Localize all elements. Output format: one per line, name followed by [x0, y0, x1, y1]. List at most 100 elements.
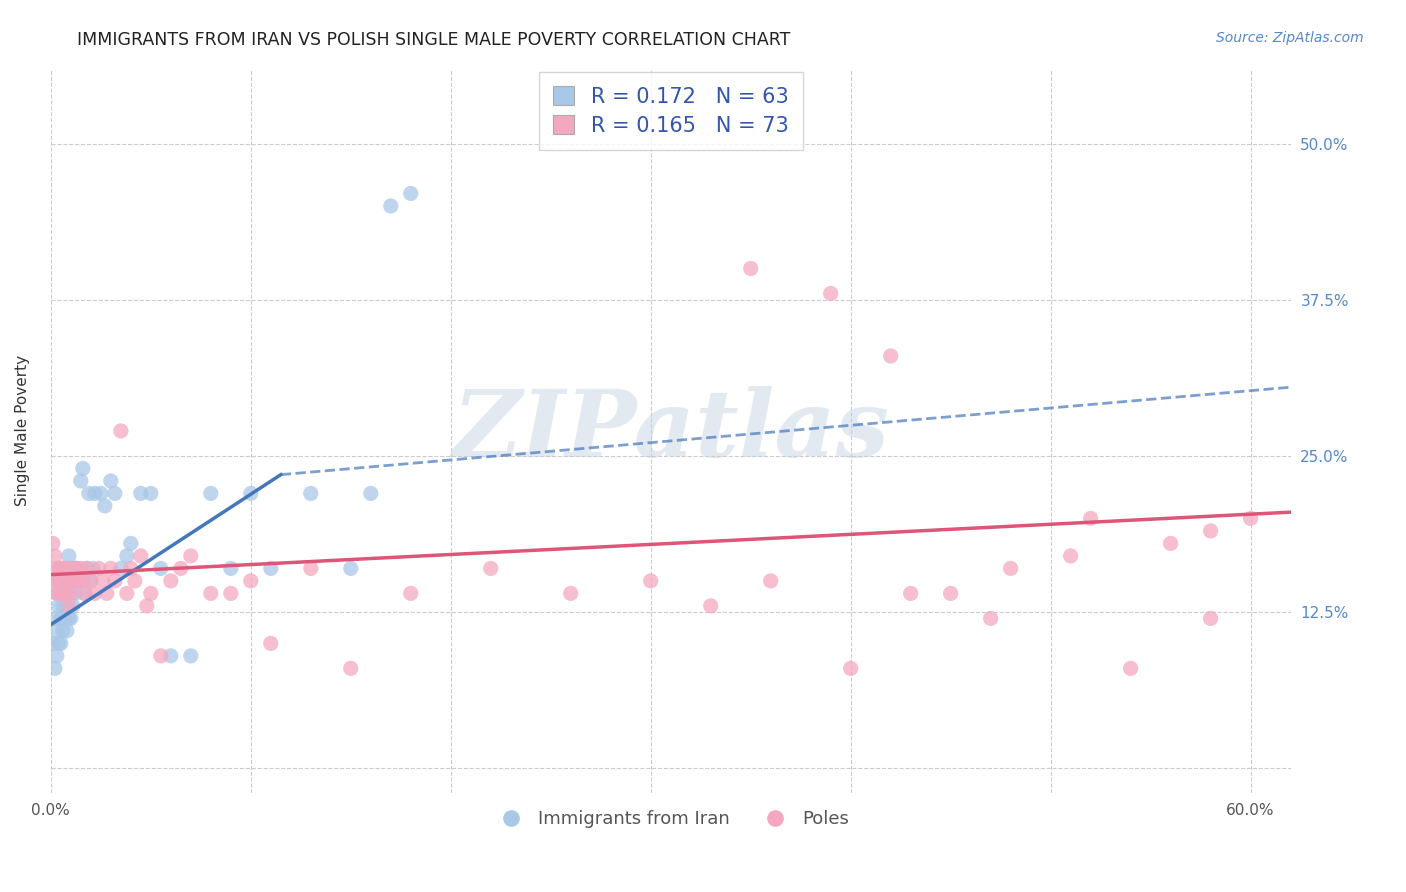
- Point: [839, 661, 862, 675]
- Point: [45, 586, 67, 600]
- Point: [299, 486, 322, 500]
- Point: [76, 561, 98, 575]
- Point: [180, 549, 202, 563]
- Point: [1239, 511, 1261, 525]
- Point: [44, 574, 66, 588]
- Point: [67, 574, 90, 588]
- Point: [139, 486, 162, 500]
- Text: Source: ZipAtlas.com: Source: ZipAtlas.com: [1216, 31, 1364, 45]
- Point: [139, 586, 162, 600]
- Point: [640, 574, 662, 588]
- Point: [83, 486, 105, 500]
- Point: [260, 636, 283, 650]
- Point: [62, 574, 84, 588]
- Point: [87, 561, 110, 575]
- Point: [56, 586, 79, 600]
- Point: [48, 561, 70, 575]
- Point: [58, 599, 80, 613]
- Point: [149, 561, 172, 575]
- Point: [53, 586, 76, 600]
- Point: [72, 461, 94, 475]
- Point: [45, 561, 67, 575]
- Point: [77, 486, 100, 500]
- Point: [399, 186, 422, 201]
- Point: [80, 574, 103, 588]
- Point: [52, 624, 75, 638]
- Point: [44, 549, 66, 563]
- Point: [124, 574, 146, 588]
- Point: [980, 611, 1002, 625]
- Point: [479, 561, 502, 575]
- Point: [48, 574, 70, 588]
- Point: [56, 624, 79, 638]
- Point: [73, 586, 96, 600]
- Point: [45, 586, 67, 600]
- Point: [170, 561, 193, 575]
- Point: [380, 199, 402, 213]
- Point: [49, 636, 72, 650]
- Point: [44, 661, 66, 675]
- Point: [49, 574, 72, 588]
- Point: [59, 586, 82, 600]
- Text: IMMIGRANTS FROM IRAN VS POLISH SINGLE MALE POVERTY CORRELATION CHART: IMMIGRANTS FROM IRAN VS POLISH SINGLE MA…: [77, 31, 790, 49]
- Point: [100, 561, 122, 575]
- Point: [83, 586, 105, 600]
- Point: [129, 486, 152, 500]
- Point: [159, 574, 181, 588]
- Point: [104, 574, 127, 588]
- Point: [49, 611, 72, 625]
- Point: [49, 586, 72, 600]
- Point: [72, 574, 94, 588]
- Point: [63, 574, 86, 588]
- Point: [1059, 549, 1081, 563]
- Point: [159, 648, 181, 663]
- Point: [58, 611, 80, 625]
- Point: [1160, 536, 1182, 550]
- Point: [759, 574, 782, 588]
- Point: [53, 586, 76, 600]
- Point: [219, 561, 242, 575]
- Point: [200, 486, 222, 500]
- Point: [48, 636, 70, 650]
- Point: [67, 574, 90, 588]
- Point: [56, 561, 79, 575]
- Point: [104, 486, 127, 500]
- Point: [49, 561, 72, 575]
- Point: [200, 586, 222, 600]
- Point: [58, 586, 80, 600]
- Point: [180, 648, 202, 663]
- Point: [63, 586, 86, 600]
- Point: [73, 586, 96, 600]
- Point: [53, 574, 76, 588]
- Point: [339, 561, 361, 575]
- Point: [48, 599, 70, 613]
- Point: [69, 561, 91, 575]
- Point: [42, 636, 65, 650]
- Text: ZIPatlas: ZIPatlas: [453, 386, 889, 476]
- Point: [135, 599, 157, 613]
- Point: [59, 561, 82, 575]
- Point: [360, 486, 382, 500]
- Point: [110, 561, 132, 575]
- Point: [69, 474, 91, 488]
- Point: [52, 574, 75, 588]
- Legend: Immigrants from Iran, Poles: Immigrants from Iran, Poles: [485, 803, 856, 835]
- Point: [1199, 611, 1222, 625]
- Point: [399, 586, 422, 600]
- Point: [59, 561, 82, 575]
- Point: [1000, 561, 1022, 575]
- Point: [58, 574, 80, 588]
- Point: [42, 536, 65, 550]
- Point: [820, 286, 842, 301]
- Point: [699, 599, 721, 613]
- Point: [49, 561, 72, 575]
- Point: [740, 261, 762, 276]
- Point: [1199, 524, 1222, 538]
- Point: [560, 586, 582, 600]
- Point: [115, 586, 138, 600]
- Point: [56, 599, 79, 613]
- Point: [63, 561, 86, 575]
- Point: [90, 486, 112, 500]
- Point: [239, 486, 262, 500]
- Point: [82, 561, 104, 575]
